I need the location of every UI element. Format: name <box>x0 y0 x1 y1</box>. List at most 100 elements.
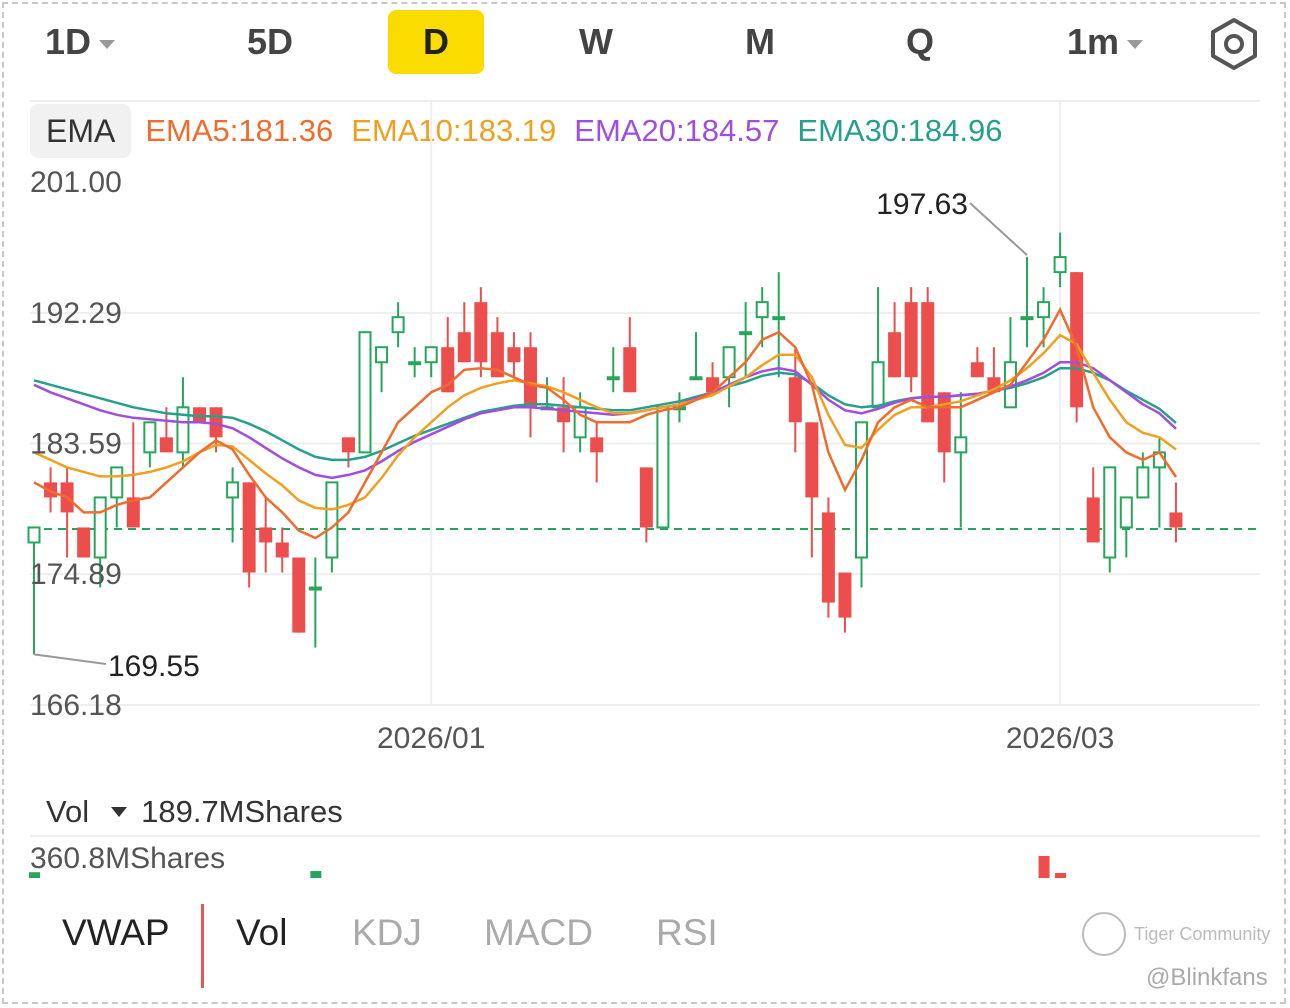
volume-header[interactable]: Vol 189.7MShares <box>46 790 343 834</box>
tab-w[interactable]: W <box>548 10 644 74</box>
candle-body-up <box>391 316 405 334</box>
candle-body-up <box>408 361 422 366</box>
candle-body-down <box>193 407 206 423</box>
volume-bar <box>29 872 40 878</box>
candle-body-up <box>325 481 339 559</box>
ema-button[interactable]: EMA <box>30 104 132 158</box>
volume-bar <box>1055 873 1067 878</box>
y-tick-label: 192.29 <box>30 297 122 330</box>
candle-body-down <box>341 437 355 453</box>
candle-body-up <box>143 421 157 454</box>
candle-body-down <box>639 467 653 528</box>
volume-bar <box>310 871 322 878</box>
indicator-kdj[interactable]: KDJ <box>352 912 422 953</box>
watermark-text: Tiger Community <box>1134 923 1271 944</box>
candle-body-up <box>1119 496 1133 529</box>
volume-bar <box>1038 856 1050 878</box>
candle-body-up <box>739 331 753 336</box>
tab-1d[interactable]: 1D <box>30 10 130 74</box>
tab-1d-label: 1D <box>44 21 92 62</box>
candle-body-down <box>1070 272 1084 408</box>
candle-body-down <box>159 437 173 453</box>
y-tick-label: 174.89 <box>30 558 122 591</box>
candle-body-up <box>1037 301 1051 319</box>
volume-label: Vol <box>46 794 90 829</box>
candle-body-up <box>1136 466 1150 499</box>
candle-body-down <box>242 482 256 573</box>
x-tick-label: 2026/01 <box>377 722 485 755</box>
ema20-value: EMA20:184.57 <box>574 113 780 148</box>
volume-current: 189.7MShares <box>141 794 343 829</box>
indicator-tabs: VWAP Vol KDJ MACD RSI <box>0 900 1290 988</box>
candle-body-down <box>507 347 521 363</box>
candle-body-down <box>904 302 918 378</box>
candle-body-up <box>1020 316 1034 321</box>
tab-m[interactable]: M <box>712 10 808 74</box>
watermark: Tiger Community <box>1082 912 1270 956</box>
ema5-value: EMA5:181.36 <box>145 113 334 148</box>
tab-d-label: D <box>423 21 449 62</box>
candle-body-up <box>358 331 372 454</box>
candle-body-down <box>77 527 91 558</box>
indicator-divider <box>201 904 204 988</box>
candle-body-up <box>93 496 107 559</box>
candle-body-up <box>1103 466 1117 559</box>
candle-body-down <box>590 437 604 453</box>
tab-5d[interactable]: 5D <box>220 10 320 74</box>
candle-body-up <box>226 481 240 499</box>
low-marker-line <box>33 653 107 665</box>
tab-q-label: Q <box>905 21 934 62</box>
candle-body-down <box>1086 497 1100 543</box>
tiger-logo-icon <box>1082 912 1126 956</box>
tab-q[interactable]: Q <box>872 10 968 74</box>
tab-1m[interactable]: 1m <box>1050 10 1160 74</box>
tab-d[interactable]: D <box>388 10 484 74</box>
candle-body-up <box>110 466 124 499</box>
candle-body-down <box>474 302 488 363</box>
high-marker-label: 197.63 <box>876 188 968 221</box>
candle-body-down <box>805 422 819 498</box>
settings-hexagon-icon[interactable] <box>1206 16 1262 72</box>
candle-body-down <box>1169 512 1183 528</box>
candle-body-down <box>490 332 504 378</box>
candle-body-up <box>606 376 620 381</box>
chevron-down-icon <box>99 39 116 49</box>
x-tick-label: 2026/03 <box>1006 722 1114 755</box>
candle-body-up <box>855 421 868 559</box>
indicator-macd[interactable]: MACD <box>484 912 593 953</box>
ema30-value: EMA30:184.96 <box>797 113 1003 148</box>
y-tick-label: 201.00 <box>30 166 122 199</box>
candle-body-up <box>27 526 41 544</box>
candle-body-down <box>457 332 471 363</box>
candle-body-down <box>921 302 935 423</box>
candle-body-down <box>126 497 140 528</box>
candle-body-down <box>275 542 289 558</box>
chevron-down-icon <box>1127 39 1144 49</box>
tab-1m-label: 1m <box>1066 21 1120 62</box>
period-tabs: 1D 5D D W M Q 1m <box>0 0 1290 86</box>
candle-body-down <box>970 362 984 378</box>
ema-legend: EMA EMA5:181.36 EMA10:183.19 EMA20:184.5… <box>30 104 1020 158</box>
high-marker-line <box>969 202 1028 256</box>
candle-body-down <box>838 572 852 618</box>
candle-body-up <box>656 406 670 529</box>
candle-body-down <box>788 377 802 423</box>
caret-down-icon <box>111 807 128 817</box>
ema10-value: EMA10:183.19 <box>351 113 557 148</box>
candle-body-down <box>259 527 273 543</box>
candle-body-up <box>772 316 786 321</box>
indicator-rsi[interactable]: RSI <box>656 912 718 953</box>
indicator-vol[interactable]: Vol <box>236 912 288 953</box>
candle-body-down <box>888 332 902 378</box>
candle-body-up <box>176 406 190 454</box>
y-tick-label: 166.18 <box>30 689 122 722</box>
candle-body-up <box>871 361 885 409</box>
candle-body-up <box>689 376 703 381</box>
candle-body-up <box>308 586 322 591</box>
candle-body-down <box>937 392 951 453</box>
indicator-vwap[interactable]: VWAP <box>62 912 170 953</box>
candle-body-up <box>375 346 389 364</box>
author-handle: @Blinkfans <box>1146 964 1268 991</box>
